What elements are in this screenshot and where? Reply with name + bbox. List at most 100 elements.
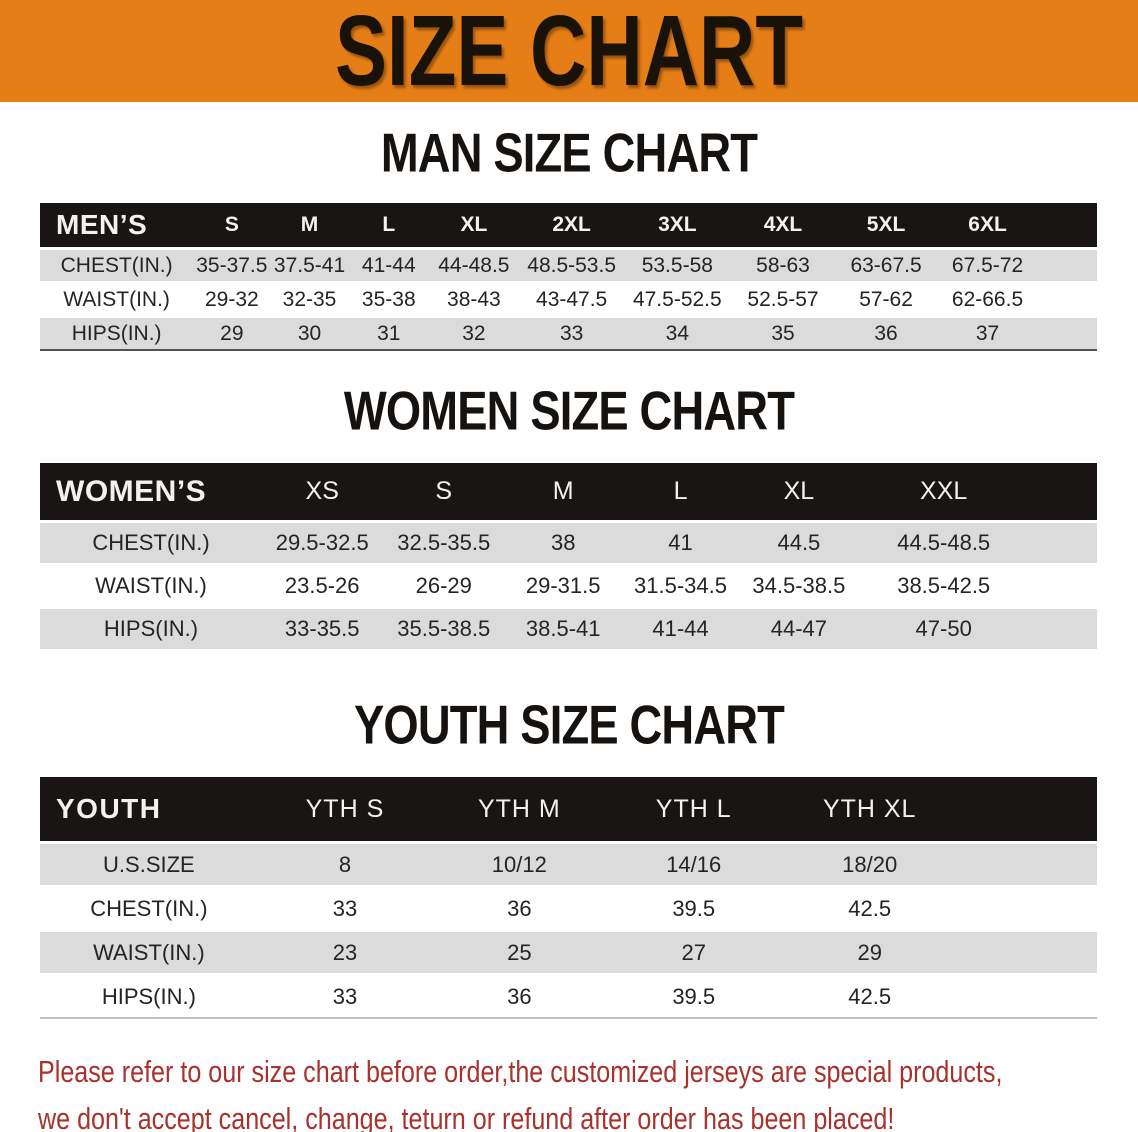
spacer-cell (1038, 284, 1097, 315)
spacer-cell (958, 976, 1097, 1019)
youth-section: YOUTH SIZE CHART YOUTH YTH S YTH M YTH L… (0, 694, 1138, 1022)
men-section: MAN SIZE CHART MEN’S S M L XL 2XL 3XL 4X… (0, 122, 1138, 354)
size-cell: 48.5-53.5 (518, 250, 625, 281)
size-cell: 44.5 (739, 523, 859, 563)
column-header: XL (739, 463, 859, 520)
size-cell: 35.5-38.5 (382, 609, 506, 649)
table-row: HIPS(IN.) 29 30 31 32 33 34 35 36 37 (40, 318, 1097, 351)
size-cell: 67.5-72 (936, 250, 1039, 281)
youth-header-row: YOUTH YTH S YTH M YTH L YTH XL (40, 777, 1097, 841)
size-cell: 62-66.5 (936, 284, 1039, 315)
size-cell: 44.5-48.5 (858, 523, 1030, 563)
men-table-corner-label: MEN’S (40, 203, 194, 247)
size-cell: 36 (432, 976, 607, 1019)
column-header: L (621, 463, 740, 520)
size-cell: 38.5-41 (505, 609, 622, 649)
table-row: CHEST(IN.) 29.5-32.5 32.5-35.5 38 41 44.… (40, 523, 1097, 563)
size-cell: 27 (606, 932, 781, 973)
column-header: 6XL (936, 203, 1039, 247)
column-header: 5XL (835, 203, 937, 247)
women-table-corner-label: WOMEN’S (40, 463, 262, 520)
table-row: HIPS(IN.) 33-35.5 35.5-38.5 38.5-41 41-4… (40, 609, 1097, 649)
size-cell: 52.5-57 (730, 284, 836, 315)
size-cell: 29 (780, 932, 959, 973)
spacer-cell (958, 932, 1097, 973)
women-size-table: WOMEN’S XS S M L XL XXL CHEST(IN.) 29.5-… (40, 460, 1097, 652)
spacer-cell (1038, 250, 1097, 281)
size-cell: 23 (257, 932, 433, 973)
size-cell: 36 (432, 888, 607, 929)
women-chart-heading: WOMEN SIZE CHART (0, 383, 1138, 438)
banner: SIZE CHART (0, 0, 1138, 102)
spacer-cell (1038, 203, 1097, 247)
size-cell: 33-35.5 (261, 609, 383, 649)
size-cell: 47.5-52.5 (624, 284, 731, 315)
column-header: YTH M (432, 777, 607, 841)
size-cell: 37 (936, 318, 1039, 351)
men-size-table: MEN’S S M L XL 2XL 3XL 4XL 5XL 6XL CHEST… (40, 200, 1097, 354)
size-cell: 42.5 (780, 888, 959, 929)
size-cell: 41-44 (348, 250, 429, 281)
row-label: WAIST(IN.) (40, 284, 194, 315)
size-cell: 8 (257, 844, 433, 885)
size-cell: 41 (621, 523, 740, 563)
row-label: CHEST(IN.) (40, 523, 262, 563)
size-cell: 23.5-26 (261, 566, 383, 606)
size-cell: 41-44 (621, 609, 740, 649)
table-row: WAIST(IN.) 29-32 32-35 35-38 38-43 43-47… (40, 284, 1097, 315)
size-cell: 43-47.5 (518, 284, 625, 315)
size-cell: 38.5-42.5 (858, 566, 1030, 606)
size-cell: 33 (518, 318, 625, 351)
size-cell: 34.5-38.5 (739, 566, 859, 606)
size-cell: 47-50 (858, 609, 1030, 649)
size-cell: 42.5 (780, 976, 959, 1019)
spacer-cell (958, 844, 1097, 885)
size-cell: 58-63 (730, 250, 836, 281)
size-cell: 25 (432, 932, 607, 973)
spacer-cell (1029, 463, 1097, 520)
youth-chart-heading-text: YOUTH SIZE CHART (353, 694, 785, 756)
youth-table-corner-label: YOUTH (40, 777, 258, 841)
men-chart-heading-text: MAN SIZE CHART (380, 122, 758, 184)
size-cell: 31 (348, 318, 429, 351)
row-label: WAIST(IN.) (40, 932, 258, 973)
column-header: XL (428, 203, 519, 247)
size-cell: 34 (624, 318, 731, 351)
size-cell: 33 (257, 888, 433, 929)
size-cell: 44-48.5 (428, 250, 519, 281)
spacer-cell (1038, 318, 1097, 351)
column-header: 4XL (730, 203, 836, 247)
size-cell: 32 (428, 318, 519, 351)
column-header: YTH XL (780, 777, 959, 841)
spacer-cell (1029, 566, 1097, 606)
size-cell: 38-43 (428, 284, 519, 315)
men-header-row: MEN’S S M L XL 2XL 3XL 4XL 5XL 6XL (40, 203, 1097, 247)
row-label: HIPS(IN.) (40, 609, 262, 649)
row-label: HIPS(IN.) (40, 976, 258, 1019)
order-notice: Please refer to our size chart before or… (38, 1048, 1138, 1132)
table-row: CHEST(IN.) 33 36 39.5 42.5 (40, 888, 1097, 929)
table-row: WAIST(IN.) 23.5-26 26-29 29-31.5 31.5-34… (40, 566, 1097, 606)
notice-line-1: Please refer to our size chart before or… (38, 1054, 1003, 1089)
column-header: L (348, 203, 429, 247)
size-cell: 29-32 (193, 284, 271, 315)
size-cell: 35-37.5 (193, 250, 271, 281)
page-title-text: SIZE CHART (335, 0, 803, 107)
size-cell: 29-31.5 (505, 566, 622, 606)
row-label: CHEST(IN.) (40, 250, 194, 281)
spacer-cell (1029, 609, 1097, 649)
size-cell: 18/20 (780, 844, 959, 885)
size-cell: 14/16 (606, 844, 781, 885)
size-cell: 36 (835, 318, 937, 351)
size-cell: 57-62 (835, 284, 937, 315)
size-cell: 10/12 (432, 844, 607, 885)
size-cell: 35 (730, 318, 836, 351)
column-header: M (505, 463, 622, 520)
table-row: HIPS(IN.) 33 36 39.5 42.5 (40, 976, 1097, 1019)
size-cell: 44-47 (739, 609, 859, 649)
column-header: S (382, 463, 506, 520)
row-label: HIPS(IN.) (40, 318, 194, 351)
page-title: SIZE CHART (269, 1, 869, 101)
size-cell: 30 (270, 318, 349, 351)
